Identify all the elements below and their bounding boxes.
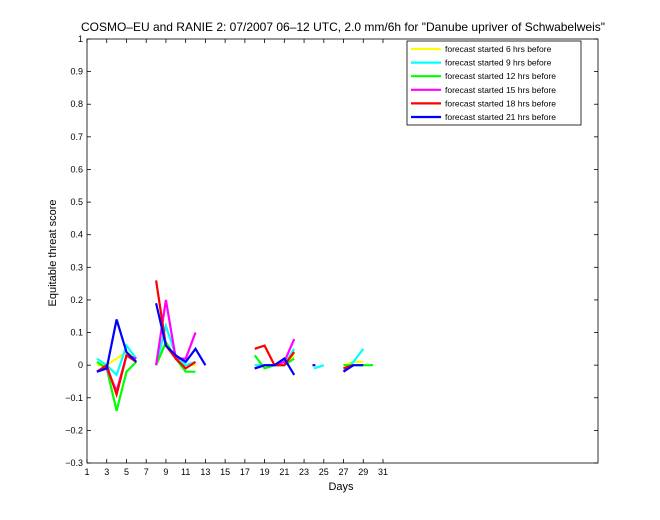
y-tick-label: 0.4 [70,230,83,240]
y-tick-label: −0.2 [65,425,83,435]
y-tick-label: −0.3 [65,458,83,468]
x-tick-label: 29 [358,467,368,477]
legend-label: forecast started 15 hrs before [445,85,556,95]
y-tick-label: −0.1 [65,393,83,403]
y-tick-label: 1 [78,34,83,44]
x-tick-label: 25 [319,467,329,477]
x-axis-label: Days [328,481,354,493]
x-tick-label: 15 [220,467,230,477]
x-tick-label: 13 [200,467,210,477]
series-layer [96,280,374,412]
series-line [254,357,296,376]
series-line [96,319,138,373]
y-tick-label: 0.1 [70,328,83,338]
y-tick-label: 0.2 [70,295,83,305]
x-tick-label: 9 [163,467,168,477]
legend-label: forecast started 9 hrs before [445,58,552,68]
legend-label: forecast started 12 hrs before [445,71,556,81]
x-tick-label: 7 [144,467,149,477]
series-line [313,364,325,370]
x-axis: 1 3 5 7 9 11 13 15 17 19 21 23 25 27 29 31 [84,39,388,477]
y-tick-label: 0 [78,360,83,370]
legend-box [406,40,582,126]
y-axis-label: Equitable threat score [47,199,59,306]
legend-label: forecast started 21 hrs before [445,112,556,122]
x-tick-label: 17 [240,467,250,477]
x-tick-label: 3 [104,467,109,477]
y-tick-label: 0.7 [70,132,83,142]
y-tick-label: 0.3 [70,262,83,272]
series-line [155,280,197,370]
x-tick-label: 21 [279,467,289,477]
x-tick-label: 19 [260,467,270,477]
y-axis: −0.3 −0.2 −0.1 0 0.1 0.2 0.3 0.4 0.5 0.6 0.7 0.8 0.9… [65,34,598,468]
series-5 [96,280,354,399]
series-6 [96,302,364,376]
y-tick-label: 0.9 [70,67,83,77]
chart-title: COSMO–EU and RANIE 2: 07/2007 06–12 UTC,… [81,20,605,34]
y-tick-label: 0.5 [70,197,83,207]
series-line [96,353,137,399]
x-tick-label: 23 [299,467,309,477]
legend: forecast started 6 hrs before forecast st… [406,40,582,126]
legend-label: forecast started 18 hrs before [445,98,556,108]
series-line [155,302,207,366]
y-tick-label: 0.8 [70,99,83,109]
series-line [342,364,364,373]
x-tick-label: 5 [124,467,129,477]
legend-label: forecast started 6 hrs before [445,44,552,54]
x-tick-label: 31 [378,467,388,477]
x-tick-label: 27 [339,467,349,477]
series-line [96,343,138,377]
x-tick-label: 11 [181,467,190,477]
y-tick-label: 0.6 [70,164,83,174]
x-tick-label: 1 [84,467,89,477]
